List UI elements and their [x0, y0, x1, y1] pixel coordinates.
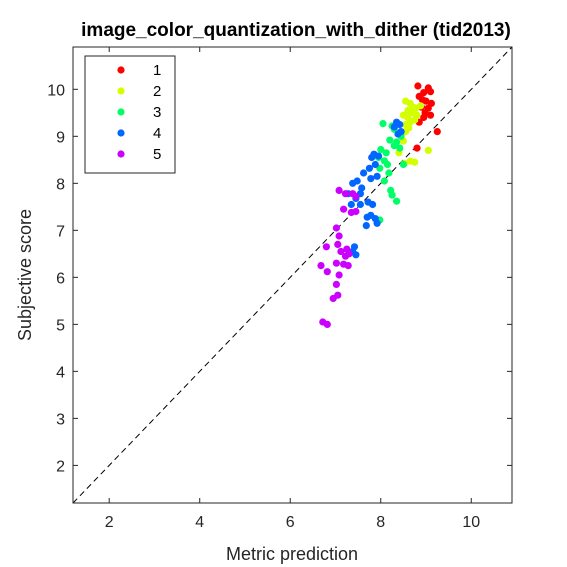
data-point-series-3 [377, 145, 385, 154]
data-point-series-5 [340, 205, 348, 213]
data-point-series-4 [362, 222, 370, 230]
plot-border [72, 46, 513, 504]
legend-label-5: 5 [153, 146, 161, 163]
data-point-series-4 [347, 200, 355, 209]
data-point-series-5 [332, 280, 340, 288]
data-point-series-5 [341, 252, 350, 260]
legend-label-4: 4 [153, 125, 161, 142]
data-point-series-5 [322, 243, 330, 251]
legend-label-3: 3 [153, 104, 161, 121]
data-point-series-5 [334, 240, 342, 248]
x-tick-label: 2 [105, 514, 114, 531]
data-point-series-5 [335, 271, 343, 279]
chart-title: image_color_quantization_with_dither (ti… [81, 20, 511, 41]
data-point-series-5 [329, 294, 337, 303]
data-point-series-4 [365, 164, 373, 172]
data-point-series-1 [414, 82, 422, 90]
legend-label-2: 2 [153, 83, 161, 100]
legend-marker-3 [117, 108, 125, 116]
x-axis-label: Metric prediction [226, 544, 358, 564]
data-point-series-1 [413, 144, 421, 152]
legend-label-1: 1 [153, 62, 161, 79]
data-point-series-5 [335, 232, 343, 240]
data-point-series-2 [417, 102, 425, 110]
data-point-series-4 [363, 213, 371, 221]
data-point-series-5 [341, 190, 350, 198]
legend-marker-2 [117, 87, 125, 95]
y-tick-label: 9 [56, 129, 65, 146]
data-point-series-5 [317, 262, 325, 270]
data-point-series-1 [422, 97, 430, 105]
data-points-group [317, 82, 441, 328]
data-point-series-2 [424, 146, 432, 154]
data-point-series-4 [349, 179, 357, 187]
y-tick-label: 6 [56, 270, 65, 287]
data-point-series-3 [396, 144, 404, 152]
data-point-series-1 [426, 111, 435, 119]
x-tick-label: 8 [376, 514, 385, 531]
data-point-series-3 [379, 120, 387, 128]
y-tick-label: 4 [56, 364, 65, 381]
data-point-series-3 [390, 142, 398, 150]
legend-box [84, 55, 176, 174]
axis-ticks-group: 2 4 6 8 10 2 3 4 5 6 7 8 9 10 [47, 47, 512, 531]
data-point-series-4 [373, 172, 381, 180]
data-point-series-3 [388, 191, 396, 199]
data-point-series-4 [356, 200, 364, 209]
data-point-series-3 [382, 149, 390, 157]
y-tick-label: 3 [56, 411, 65, 428]
data-point-series-3 [385, 169, 393, 177]
data-point-series-4 [374, 152, 383, 160]
data-point-series-1 [420, 113, 428, 122]
legend-marker-1 [117, 66, 125, 74]
data-point-series-4 [396, 121, 404, 129]
data-point-series-4 [367, 175, 375, 183]
legend-marker-4 [117, 129, 125, 137]
data-point-series-4 [373, 219, 381, 227]
data-point-series-3 [393, 197, 401, 205]
data-point-series-4 [358, 184, 366, 192]
data-point-series-4 [394, 130, 402, 138]
data-point-series-3 [399, 160, 407, 169]
data-point-series-5 [352, 192, 360, 201]
y-tick-label: 7 [56, 223, 65, 240]
reference-line-group [72, 46, 513, 504]
data-point-series-5 [344, 262, 352, 270]
data-point-series-5 [332, 224, 340, 232]
x-tick-label: 10 [462, 514, 480, 531]
data-point-series-1 [433, 128, 441, 136]
y-tick-label: 8 [56, 176, 65, 193]
legend: 1 2 3 4 5 [84, 55, 176, 174]
data-point-series-2 [411, 158, 419, 166]
data-point-series-5 [337, 247, 345, 256]
data-point-series-5 [335, 186, 343, 194]
data-point-series-3 [380, 177, 388, 185]
y-axis-label: Subjective score [15, 209, 35, 341]
data-point-series-5 [323, 320, 331, 328]
data-point-series-4 [368, 153, 376, 162]
data-point-series-2 [399, 111, 407, 119]
data-point-series-4 [390, 123, 398, 131]
x-tick-label: 6 [286, 514, 295, 531]
identity-reference-line [72, 46, 513, 504]
data-point-series-4 [371, 160, 379, 169]
data-point-series-5 [332, 259, 340, 267]
data-point-series-4 [352, 251, 360, 259]
data-point-series-5 [352, 207, 360, 216]
y-tick-label: 10 [47, 82, 65, 99]
data-point-series-5 [323, 268, 331, 276]
y-tick-label: 5 [56, 317, 65, 334]
x-tick-label: 4 [195, 514, 204, 531]
y-tick-label: 2 [56, 458, 65, 475]
data-point-series-4 [360, 169, 368, 177]
legend-marker-5 [117, 150, 125, 158]
data-point-series-1 [426, 88, 435, 96]
data-point-series-4 [369, 200, 377, 209]
data-point-series-3 [386, 136, 394, 144]
data-point-series-3 [383, 160, 392, 169]
